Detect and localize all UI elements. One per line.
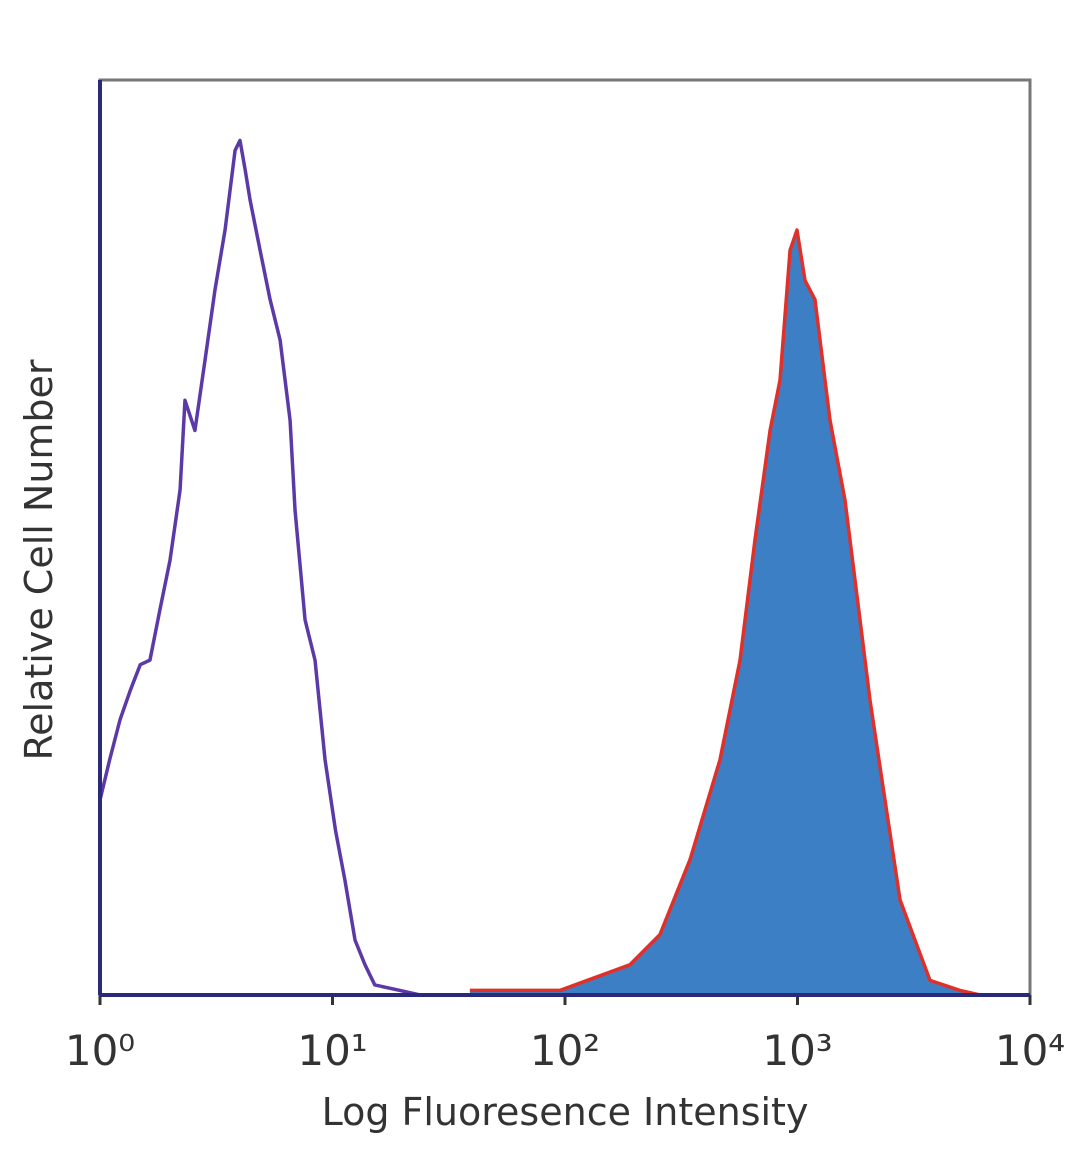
histogram-area <box>469 230 981 995</box>
histogram-line <box>469 228 981 997</box>
histogram-line <box>98 138 421 997</box>
x-axis-label: Log Fluoresence Intensity <box>322 1090 809 1134</box>
x-tick-label: 10² <box>530 1026 600 1075</box>
x-tick-label: 10¹ <box>297 1026 367 1075</box>
y-axis-label: Relative Cell Number <box>17 359 61 760</box>
x-tick-label: 10⁴ <box>995 1026 1065 1075</box>
x-tick-label: 10⁰ <box>65 1026 135 1075</box>
x-tick-label: 10³ <box>762 1026 832 1075</box>
